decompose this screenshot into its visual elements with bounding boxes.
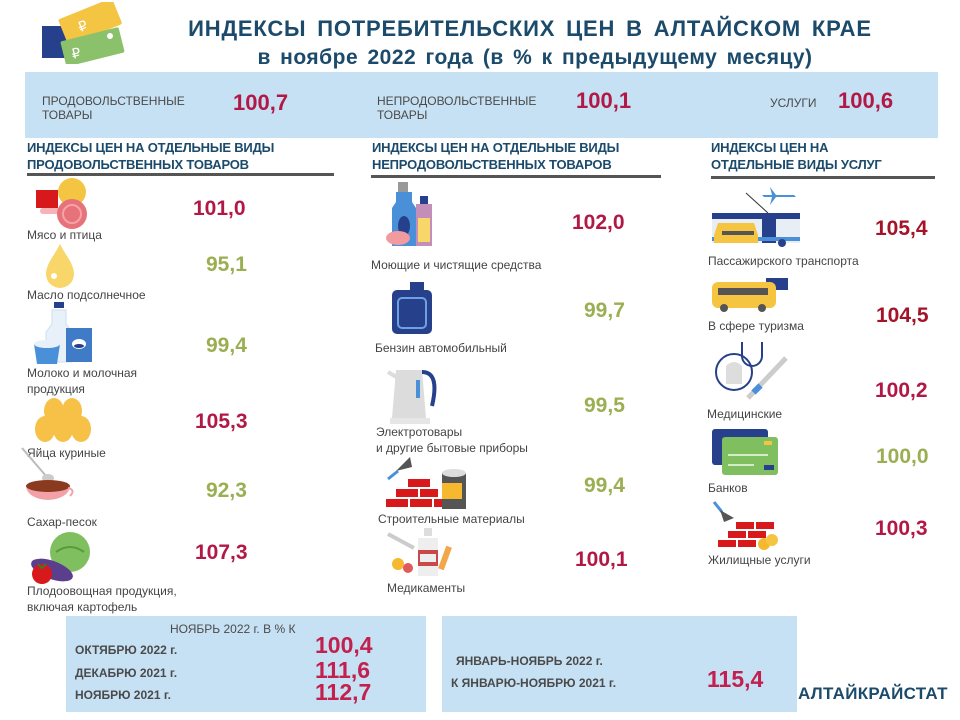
item-label-housing: Жилищные услуги (708, 553, 811, 567)
item-label-medicine: Медикаменты (387, 581, 466, 595)
ytd-value: 115,4 (707, 666, 764, 692)
vegetables-icon (28, 530, 92, 586)
services-section-heading: ИНДЕКСЫ ЦЕН НА ОТДЕЛЬНЫЕ ВИДЫ УСЛУГ (711, 140, 882, 172)
item-value-meat: 101,0 (193, 197, 246, 220)
comparison-label-nov2021: НОЯБРЮ 2021 г. (75, 688, 171, 702)
item-label-sugar: Сахар-песок (27, 515, 97, 529)
item-value-detergent: 102,0 (572, 211, 625, 234)
item-label-building: Строительные материалы (378, 512, 525, 526)
stethoscope-icon (712, 338, 792, 404)
item-label-oil: Масло подсолнечное (27, 288, 146, 302)
comparison-value-nov2021: 112,7 (315, 679, 372, 705)
comparison-heading: НОЯБРЬ 2022 г. В % К (170, 622, 296, 636)
item-value-appliances: 99,5 (584, 394, 625, 417)
item-value-vegetables: 107,3 (195, 541, 248, 564)
price-tags-icon: ₽ ₽ (40, 0, 130, 67)
services-summary-label: УСЛУГИ (770, 96, 817, 110)
food-section-heading: ИНДЕКСЫ ЦЕН НА ОТДЕЛЬНЫЕ ВИДЫ ПРОДОВОЛЬСТ… (27, 140, 275, 172)
item-value-housing: 100,3 (875, 517, 928, 540)
oil-drop-icon (40, 242, 80, 288)
tour-bus-icon (710, 276, 790, 314)
item-label-appliances: Электротовары и другие бытовые приборы (376, 425, 528, 455)
bricks-paint-icon (384, 455, 470, 511)
item-value-oil: 95,1 (206, 253, 247, 276)
item-label-detergent: Моющие и чистящие средства (371, 258, 542, 272)
food-summary-value: 100,7 (233, 90, 289, 115)
nonfood-summary-value: 100,1 (576, 88, 632, 113)
item-value-tourism: 104,5 (876, 304, 929, 327)
item-label-vegetables: Плодоовощная продукция, включая картофель (27, 584, 177, 614)
food-summary-label: ПРОДОВОЛЬСТВЕННЫЕ ТОВАРЫ (42, 94, 185, 122)
item-label-transport: Пассажирского транспорта (708, 254, 859, 268)
ytd-label-line1: ЯНВАРЬ-НОЯБРЬ 2022 г. (456, 654, 603, 668)
item-value-transport: 105,4 (875, 217, 928, 240)
item-value-sugar: 92,3 (206, 479, 247, 502)
item-value-dairy: 99,4 (206, 334, 247, 357)
kettle-icon (386, 366, 444, 426)
item-value-medicine: 100,1 (575, 548, 628, 571)
item-label-banks: Банков (708, 481, 748, 495)
item-label-meat: Мясо и птица (27, 228, 102, 242)
comparison-value-oct2022: 100,4 (315, 632, 373, 658)
item-value-building: 99,4 (584, 474, 625, 497)
comparison-label-oct2022: ОКТЯБРЮ 2022 г. (75, 643, 178, 657)
item-label-tourism: В сфере туризма (708, 319, 804, 333)
fuel-canister-icon (390, 282, 434, 334)
nonfood-summary-label: НЕПРОДОВОЛЬСТВЕННЫЕ ТОВАРЫ (377, 94, 537, 122)
page-subtitle: в ноябре 2022 года (в % к предыдущему ме… (257, 46, 813, 69)
detergent-icon (384, 182, 440, 248)
services-summary-value: 100,6 (838, 88, 894, 113)
item-value-medical: 100,2 (875, 379, 928, 402)
item-label-medical: Медицинские (707, 407, 783, 421)
brand-logo-text: АЛТАЙКРАЙСТАТ (798, 684, 948, 703)
summary-panel: ПРОДОВОЛЬСТВЕННЫЕ ТОВАРЫ 100,7 НЕПРОДОВОЛ… (25, 72, 938, 138)
transport-icon (710, 185, 802, 247)
housing-bricks-icon (712, 500, 782, 552)
nonfood-section-heading: ИНДЕКСЫ ЦЕН НА ОТДЕЛЬНЫЕ ВИДЫ НЕПРОДОВОЛЬ… (372, 140, 620, 172)
food-section-divider (27, 173, 334, 176)
medicine-icon (386, 528, 456, 578)
item-label-fuel: Бензин автомобильный (375, 341, 507, 355)
sugar-bowl-icon (20, 446, 76, 506)
comparison-label-dec2021: ДЕКАБРЮ 2021 г. (75, 666, 178, 680)
item-value-banks: 100,0 (876, 445, 929, 468)
item-label-eggs: Яйца куриные (27, 446, 106, 460)
dairy-icon (32, 300, 98, 366)
bank-cards-icon (710, 427, 780, 477)
nonfood-section-divider (371, 175, 661, 178)
item-label-dairy: Молоко и молочная продукция (27, 366, 138, 396)
page-title: ИНДЕКСЫ ПОТРЕБИТЕЛЬСКИХ ЦЕН В АЛТАЙСКОМ … (188, 16, 872, 41)
ytd-panel: ЯНВАРЬ-НОЯБРЬ 2022 г. К ЯНВАРЮ-НОЯБРЮ 20… (442, 616, 797, 712)
comparison-value-dec2021: 111,6 (315, 657, 371, 683)
svg-text:₽: ₽ (70, 45, 83, 63)
item-value-eggs: 105,3 (195, 410, 248, 433)
comparison-panel: НОЯБРЬ 2022 г. В % К ОКТЯБРЮ 2022 г. 100… (66, 616, 426, 712)
services-section-divider (711, 176, 935, 179)
ytd-label-line2: К ЯНВАРЮ-НОЯБРЮ 2021 г. (451, 676, 617, 690)
item-value-fuel: 99,7 (584, 299, 625, 322)
eggs-icon (34, 397, 92, 445)
meat-icon (32, 176, 94, 232)
